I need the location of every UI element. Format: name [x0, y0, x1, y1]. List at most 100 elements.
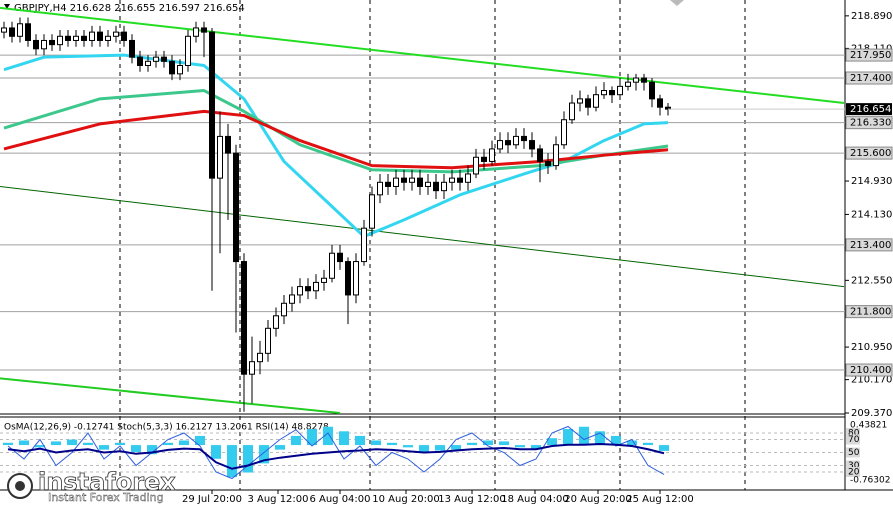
candle-body: [497, 140, 503, 150]
candle-body: [1, 27, 7, 33]
candle-body: [321, 277, 327, 283]
osc-tick-label: 20: [848, 468, 860, 478]
level-label-box: [845, 146, 893, 160]
osma-bar: [211, 445, 221, 459]
candle-body: [329, 252, 335, 279]
candle-body: [169, 60, 175, 75]
candle-body: [17, 23, 23, 37]
candle-body: [305, 286, 311, 292]
candle-body: [617, 85, 623, 96]
candle-body: [401, 177, 407, 183]
osma-bar: [547, 438, 557, 446]
osma-bar: [259, 445, 269, 464]
candle-body: [649, 81, 655, 100]
stoch-line: [7, 425, 665, 480]
osma-bar: [403, 445, 413, 448]
level-label-box: [845, 238, 893, 252]
candle-body: [601, 90, 607, 96]
candle-body: [281, 302, 287, 317]
candle-body: [257, 352, 263, 363]
candle-body: [553, 144, 559, 167]
candle-body: [393, 177, 399, 187]
osma-bar: [579, 426, 589, 446]
candle-body: [473, 156, 479, 175]
symbol-icon: [4, 4, 10, 9]
candle-body: [457, 177, 463, 183]
osma-bar: [115, 442, 125, 446]
candle-body: [161, 56, 167, 62]
trend-line: [0, 185, 845, 288]
indicator-title: OsMA(12,26,9) -0.12741 Stoch(5,3,3) 16.2…: [4, 423, 329, 433]
logo-icon: [15, 481, 25, 491]
osma-bar: [387, 442, 397, 446]
osma-bar: [163, 442, 173, 446]
candle-body: [521, 135, 527, 142]
y-tick-label: 210.950: [851, 342, 892, 353]
candle-body: [57, 35, 63, 46]
osma-bar: [195, 435, 205, 446]
osma-bar: [307, 429, 317, 446]
candle-body: [185, 35, 191, 66]
x-tick-label: 18 Aug 04:00: [501, 494, 568, 505]
candle-body: [33, 39, 39, 50]
osma-bar: [3, 442, 13, 446]
candle-body: [361, 227, 367, 263]
osma-bar: [131, 445, 141, 452]
osc-level-box: [846, 434, 860, 445]
osma-bar: [35, 445, 45, 448]
osma-bar: [339, 431, 349, 446]
osma-tick-label: -0.76302: [850, 476, 890, 486]
x-tick-label: 10 Aug 20:00: [372, 494, 439, 505]
candle-body: [641, 77, 647, 83]
osma-bar: [467, 442, 477, 446]
candle-body: [241, 261, 247, 375]
osc-tick-label: 80: [848, 429, 860, 439]
y-tick-label: 214.930: [851, 176, 892, 187]
x-tick-label: 25 Aug 12:00: [626, 494, 693, 505]
level-label: 217.400: [850, 73, 891, 84]
candle-body: [529, 140, 535, 150]
candle-body: [337, 252, 343, 263]
candle-body: [569, 102, 575, 121]
candle-body: [577, 98, 583, 104]
candle-body: [297, 286, 303, 296]
candle-body: [313, 281, 319, 292]
osma-bar: [51, 441, 61, 446]
candle-body: [465, 173, 471, 183]
candle-body: [265, 327, 271, 354]
candle-body: [505, 140, 511, 146]
osma-bar: [19, 440, 29, 446]
candle-body: [153, 56, 159, 62]
osma-bar: [595, 431, 605, 446]
osma-bar: [499, 441, 509, 446]
x-tick-label: 29 Jul 20:00: [182, 494, 242, 505]
osma-bar: [643, 442, 653, 446]
candle-body: [633, 77, 639, 83]
level-label-box: [845, 305, 893, 319]
level-label-box: [845, 71, 893, 85]
candle-body: [433, 181, 439, 192]
logo: instaforex Instant Forex Trading: [7, 468, 177, 504]
osc-tick-label: 70: [848, 435, 860, 445]
x-tick-label: 20 Aug 20:00: [564, 494, 631, 505]
candle-body: [41, 39, 47, 50]
trend-line: [0, 377, 341, 414]
candle-body: [97, 31, 103, 41]
y-tick-label: 218.890: [851, 11, 892, 22]
candle-body: [145, 60, 151, 66]
candle-body: [249, 361, 255, 375]
x-tick-label: 6 Aug 04:00: [309, 494, 370, 505]
candle-body: [225, 135, 231, 154]
candle-body: [481, 156, 487, 162]
x-tick-label: 3 Aug 12:00: [247, 494, 308, 505]
shift-marker: [670, 0, 684, 6]
osma-bar: [179, 440, 189, 446]
candle-body: [137, 56, 143, 66]
candle-body: [545, 160, 551, 167]
candle-body: [585, 98, 591, 108]
moving-average: [3, 89, 669, 174]
candle-body: [409, 177, 415, 183]
osma-bar: [323, 426, 333, 446]
osma-bar: [451, 445, 461, 450]
candle-body: [193, 27, 199, 37]
